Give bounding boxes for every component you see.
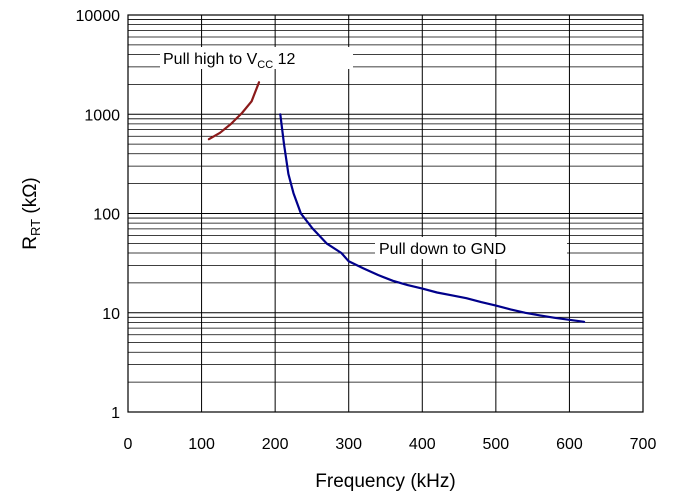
y-tick-label: 10 [102, 306, 120, 323]
x-tick-label: 300 [335, 436, 362, 453]
y-tick-label: 100 [93, 207, 120, 224]
y-tick-label: 1 [111, 405, 120, 422]
x-tick-label: 700 [630, 436, 657, 453]
y-axis-title: RRT (kΩ) [20, 177, 43, 249]
y-tick-labels: 1 10 100 1000 10000 [76, 8, 121, 422]
y-tick-label: 10000 [76, 8, 121, 25]
plot-area-frame [127, 14, 644, 413]
x-tick-label: 600 [556, 436, 583, 453]
x-tick-label: 400 [409, 436, 436, 453]
series-line-1 [207, 81, 261, 141]
annotation-pull-down: Pull down to GND [379, 241, 506, 258]
annotation-pull-high: Pull high to VCC 12 [163, 51, 296, 71]
x-tick-label: 100 [188, 436, 215, 453]
x-tick-label: 0 [124, 436, 133, 453]
annotation-pull-down-bg [375, 237, 567, 259]
grid [128, 15, 643, 412]
x-tick-labels: 0 100 200 300 400 500 600 700 [124, 436, 657, 453]
annotation-pull-high-bg [160, 47, 353, 69]
x-axis-title: Frequency (kHz) [315, 471, 455, 492]
x-tick-label: 500 [483, 436, 510, 453]
x-tick-label: 200 [262, 436, 289, 453]
series-layer [207, 81, 586, 323]
y-tick-label: 1000 [84, 107, 120, 124]
series-line-2 [279, 113, 586, 323]
